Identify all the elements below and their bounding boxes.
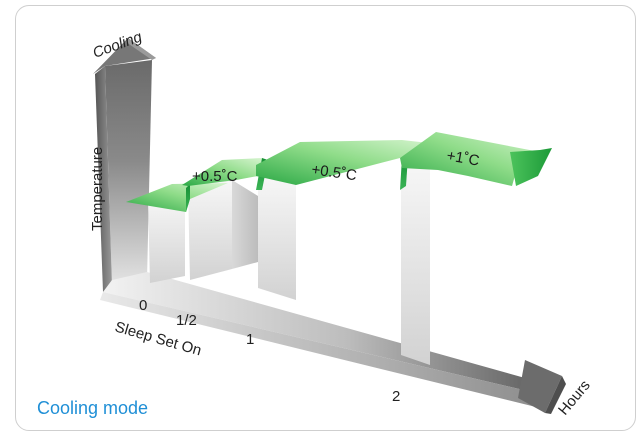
tick-label-half: 1/2: [176, 312, 197, 329]
step-labels: +0.5˚C +0.5˚C +1˚C: [192, 147, 481, 185]
step-label-1: +0.5˚C: [192, 168, 238, 185]
wall-step-half-side: [232, 180, 258, 269]
y-axis-title: Temperature: [89, 147, 106, 231]
horizontal-axis: [100, 272, 566, 414]
step-level-3: [400, 132, 540, 186]
vertical-axis-face: [105, 60, 152, 285]
step-level-0: [126, 183, 228, 212]
vertical-axis-side: [95, 66, 112, 292]
step-level-2: [256, 140, 438, 185]
step-level-1: [182, 158, 262, 186]
cooling-mode-label: Cooling mode: [37, 398, 149, 418]
x-axis-ticks: 0 1/2 1 2: [139, 297, 400, 405]
tick-label-1: 1: [246, 331, 254, 348]
temperature-steps: [126, 132, 552, 212]
step-arrow-head: [510, 148, 552, 186]
floor-plane: [103, 272, 545, 395]
tick-label-2: 2: [392, 388, 400, 405]
vertical-axis: [93, 38, 156, 292]
wall-step-half: [188, 180, 232, 280]
step-walls: [148, 160, 430, 365]
floor-edge: [100, 292, 545, 408]
wall-step-1: [258, 176, 296, 300]
wall-step-2: [401, 160, 430, 365]
horizontal-axis-arrowhead: [518, 360, 562, 413]
wall-step-0: [148, 196, 185, 283]
tick-label-0: 0: [139, 297, 147, 314]
step-label-3: +1˚C: [445, 147, 481, 169]
step-label-2: +0.5˚C: [310, 161, 358, 184]
